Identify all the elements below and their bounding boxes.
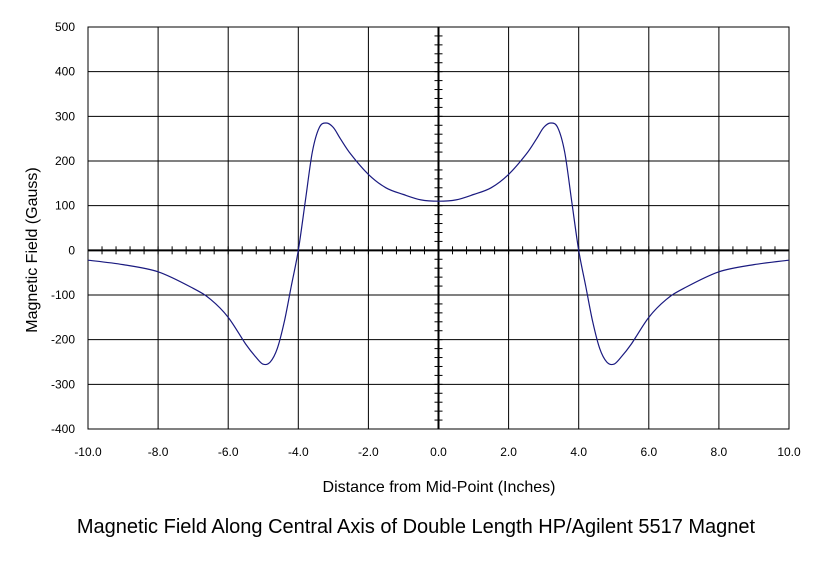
x-tick-label: 0.0 [430,445,447,459]
x-tick-label: 10.0 [777,445,801,459]
y-tick-label: 100 [55,199,75,213]
y-tick-label: -100 [51,288,75,302]
x-tick-label: -8.0 [148,445,169,459]
y-tick-label: 0 [68,243,75,257]
series-line [87,122,790,366]
x-tick-label: -10.0 [74,445,102,459]
x-tick-label: 2.0 [500,445,517,459]
x-tick-label: 6.0 [640,445,657,459]
chart-caption: Magnetic Field Along Central Axis of Dou… [77,516,756,538]
x-tick-label: -4.0 [288,445,309,459]
y-tick-label: 300 [55,109,75,123]
x-tick-label: 4.0 [570,445,587,459]
x-tick-label: -2.0 [358,445,379,459]
y-tick-label: 400 [55,65,75,79]
x-tick-label: -6.0 [218,445,239,459]
x-tick-labels: -10.0 -8.0 -6.0 -4.0 -2.0 0.0 2.0 4.0 6.0 8.0 10.0 [74,445,801,459]
x-tick-label: 8.0 [711,445,728,459]
y-tick-label: 200 [55,154,75,168]
y-tick-label: -300 [51,377,75,391]
axes [87,26,790,430]
y-tick-labels: -400 -300 -200 -100 0 100 200 300 400 500 [51,20,75,436]
y-tick-label: -200 [51,333,75,347]
series [87,122,790,366]
y-axis-title: Magnetic Field (Gauss) [24,167,41,332]
y-tick-label: 500 [55,20,75,34]
y-tick-label: -400 [51,422,75,436]
x-axis-title: Distance from Mid-Point (Inches) [323,479,556,496]
